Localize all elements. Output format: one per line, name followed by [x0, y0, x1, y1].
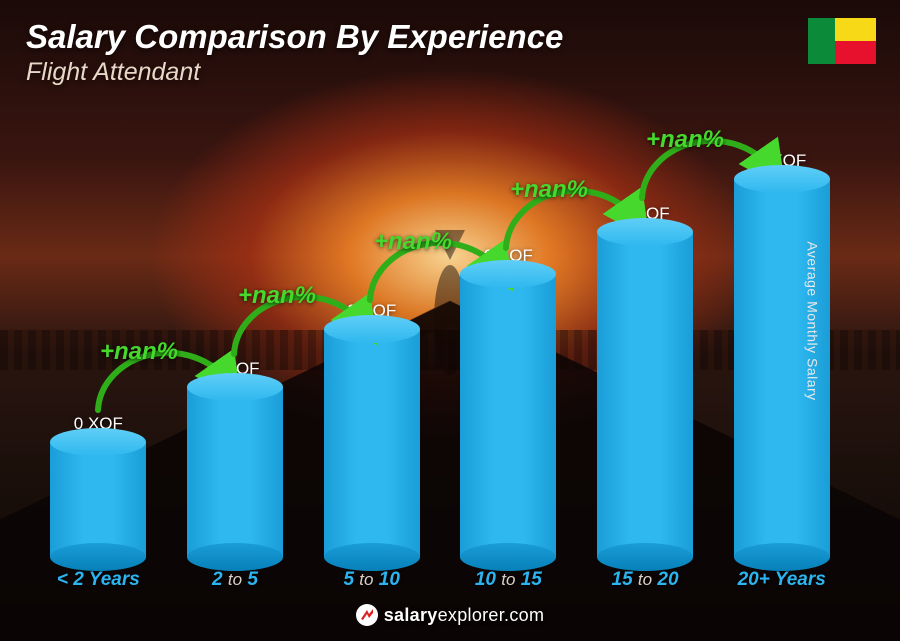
bar-column: 0 XOF — [30, 414, 167, 557]
brand-rest: explorer — [438, 605, 504, 625]
footer: salaryexplorer.com — [0, 604, 900, 631]
brand: salaryexplorer.com — [356, 604, 545, 626]
bar-column: 0 XOF — [713, 151, 850, 557]
bar-column: 0 XOF — [577, 204, 714, 557]
category-label: < 2 Years — [30, 569, 167, 591]
bar-column: 0 XOF — [303, 301, 440, 557]
y-axis-label: Average Monthly Salary — [804, 241, 820, 400]
chart-title: Salary Comparison By Experience — [26, 18, 874, 56]
bars-container: 0 XOF0 XOF0 XOF0 XOF0 XOF0 XOF — [30, 137, 850, 557]
bar-column: 0 XOF — [440, 246, 577, 557]
brand-bold: salary — [384, 605, 438, 625]
category-label: 2 to 5 — [167, 569, 304, 591]
bar — [50, 442, 146, 557]
brand-logo-icon — [356, 604, 378, 626]
category-label: 5 to 10 — [303, 569, 440, 591]
header: Salary Comparison By Experience Flight A… — [26, 18, 874, 87]
category-label: 15 to 20 — [577, 569, 714, 591]
country-flag-benin — [808, 18, 876, 64]
bar — [187, 387, 283, 557]
brand-suffix: .com — [504, 605, 544, 625]
category-label: 20+ Years — [713, 569, 850, 591]
category-labels: < 2 Years2 to 55 to 1010 to 1515 to 2020… — [30, 569, 850, 591]
bar-chart: 0 XOF0 XOF0 XOF0 XOF0 XOF0 XOF +nan%+nan… — [30, 100, 850, 591]
chart-subtitle: Flight Attendant — [26, 58, 874, 87]
category-label: 10 to 15 — [440, 569, 577, 591]
bar — [460, 274, 556, 557]
bar — [597, 232, 693, 557]
bar-column: 0 XOF — [167, 359, 304, 557]
brand-text: salaryexplorer.com — [384, 605, 545, 626]
bar — [324, 329, 420, 557]
